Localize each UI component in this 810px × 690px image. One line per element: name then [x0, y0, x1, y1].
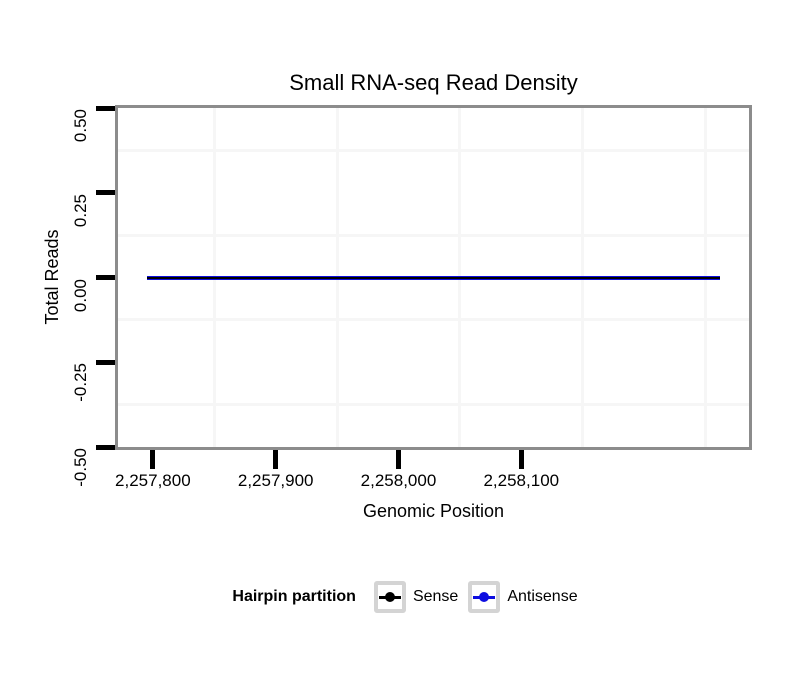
y-tick [96, 190, 115, 196]
minor-gridline-y [118, 403, 749, 407]
series-line-sense [146, 276, 721, 279]
legend-item-label: Antisense [507, 588, 578, 605]
legend: Hairpin partition Sense Antisense [0, 580, 810, 614]
y-tick [96, 444, 115, 450]
y-tick-label: -0.25 [71, 363, 90, 402]
legend-key-dot [479, 592, 490, 602]
legend-item-antisense: Antisense [468, 581, 578, 613]
legend-title: Hairpin partition [232, 588, 356, 605]
legend-item-label: Sense [412, 588, 459, 605]
x-tick-label: 2,257,900 [237, 471, 314, 490]
legend-item-sense: Sense [373, 581, 459, 613]
y-tick-label: 0.50 [71, 109, 90, 143]
x-tick [273, 450, 279, 469]
x-tick-label: 2,257,800 [115, 471, 191, 490]
x-tick-label: 2,258,000 [360, 471, 437, 490]
y-tick-label: 0.00 [71, 278, 90, 312]
x-tick [150, 450, 156, 469]
legend-key-dot [384, 592, 395, 602]
minor-gridline-y [118, 233, 749, 237]
y-tick-label: -0.50 [71, 448, 90, 487]
chart-title: Small RNA-seq Read Density [289, 70, 578, 95]
plot-panel [115, 105, 752, 450]
minor-gridline-y [118, 318, 749, 322]
x-tick [395, 450, 401, 469]
y-tick [96, 275, 115, 280]
x-tick-label: 2,258,100 [483, 471, 560, 490]
y-tick-label: 0.25 [71, 193, 90, 227]
y-axis-label: Total Reads [42, 229, 62, 325]
x-axis-label: Genomic Position [362, 501, 505, 521]
minor-gridline-y [118, 148, 749, 152]
x-tick [518, 450, 524, 469]
legend-key-sense-icon [373, 581, 406, 613]
y-tick [96, 105, 115, 111]
legend-key-antisense-icon [468, 581, 501, 613]
y-tick [96, 359, 115, 365]
